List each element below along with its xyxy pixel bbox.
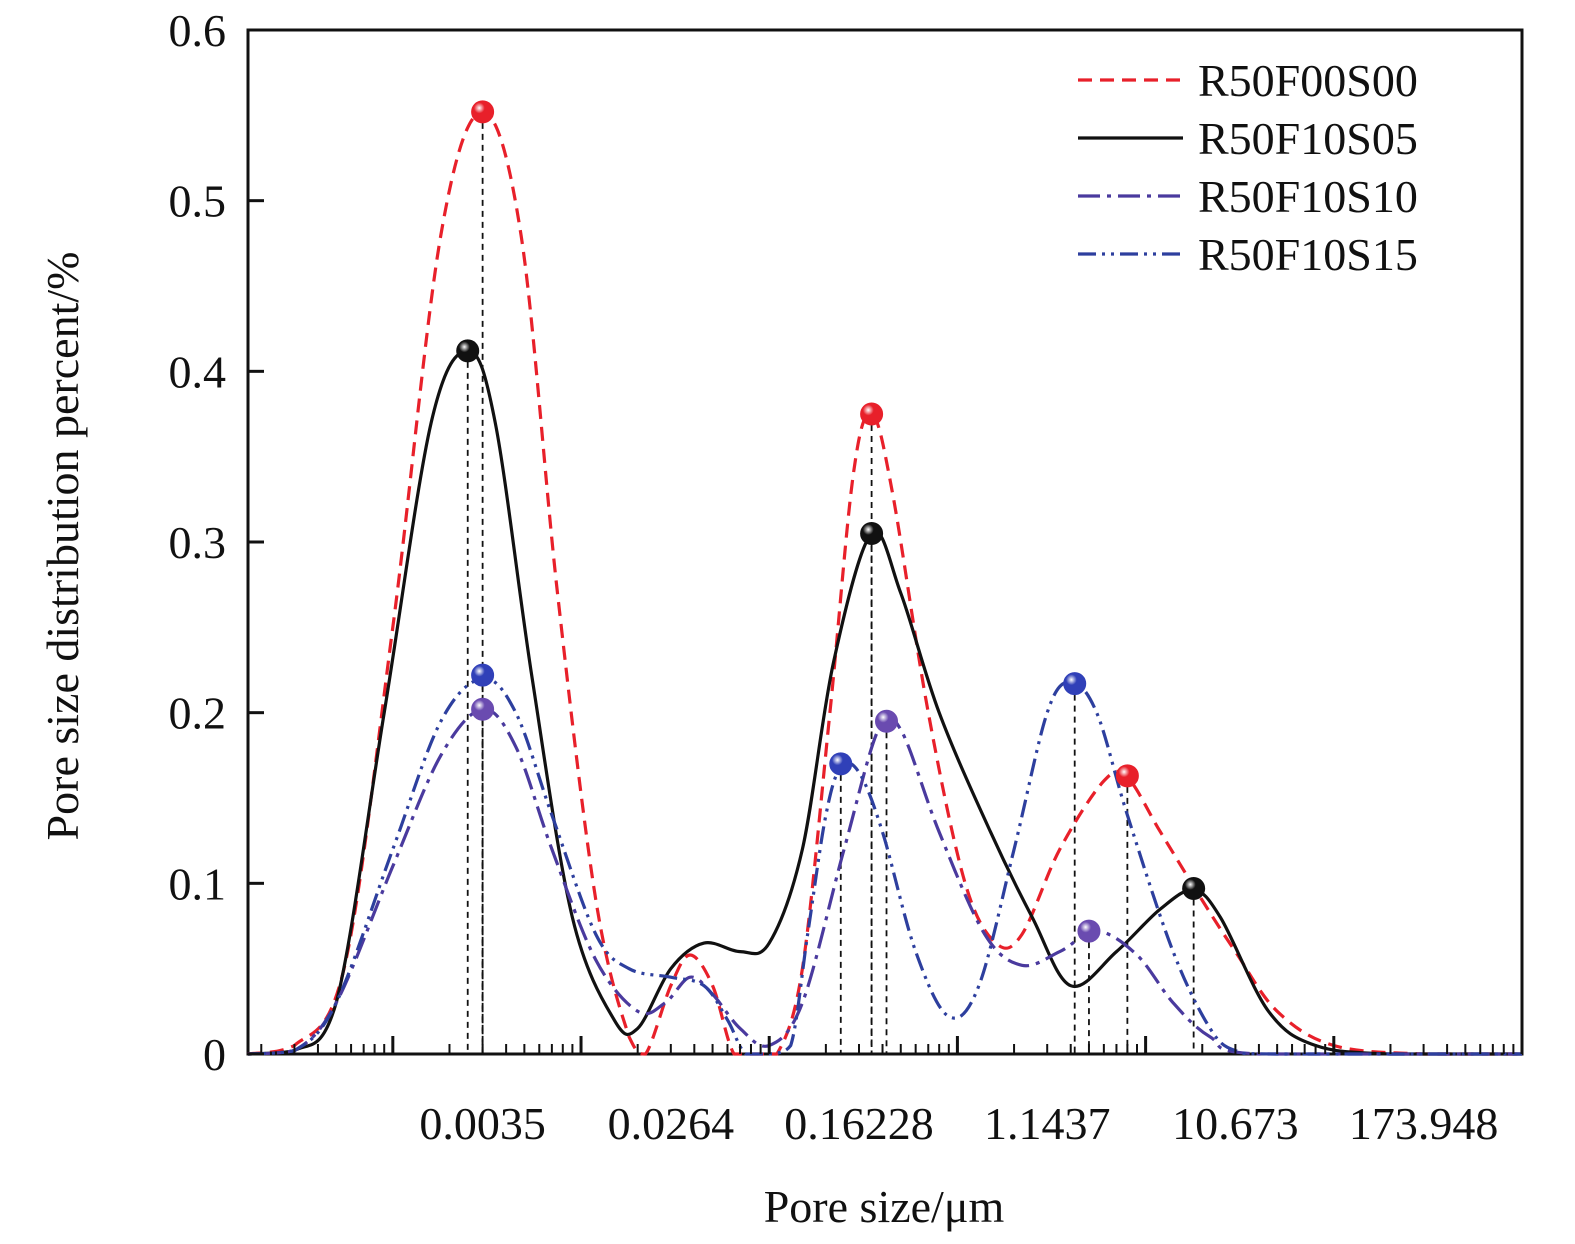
y-tick-label: 0.4: [169, 346, 227, 397]
y-tick-label: 0.6: [169, 5, 227, 56]
peak-drop-lines: [466, 111, 1195, 1054]
series-lines: [247, 110, 1522, 1056]
y-tick-label: 0.3: [169, 517, 227, 568]
x-tick-label: 0.0264: [608, 1098, 735, 1149]
series-line-r50f10s05: [247, 349, 1522, 1056]
y-tick-label: 0.5: [169, 176, 227, 227]
legend-label: R50F00S00: [1198, 55, 1418, 106]
legend-label: R50F10S10: [1198, 171, 1418, 222]
peak-marker-r50f10s15: [829, 752, 853, 776]
y-tick-label: 0: [203, 1029, 226, 1080]
peak-marker-r50f10s10: [471, 697, 495, 721]
x-tick-label: 10.673: [1172, 1098, 1299, 1149]
x-tick-label: 1.1437: [984, 1098, 1111, 1149]
peak-markers: [456, 100, 1206, 943]
peak-marker-r50f10s05: [1182, 876, 1206, 900]
peak-marker-r50f00s00: [1115, 764, 1139, 788]
y-axis-title: Pore size distribution percent/%: [37, 252, 88, 841]
series-line-r50f10s10: [247, 707, 1522, 1056]
peak-marker-r50f10s10: [1077, 919, 1101, 943]
peak-marker-r50f10s05: [860, 521, 884, 545]
x-tick-label: 0.0035: [419, 1098, 546, 1149]
x-tick-label: 0.16228: [784, 1098, 934, 1149]
peak-marker-r50f10s15: [471, 663, 495, 687]
legend-label: R50F10S05: [1198, 113, 1418, 164]
x-tick-label: 173.948: [1349, 1098, 1499, 1149]
y-tick-label: 0.1: [169, 858, 227, 909]
legend-label: R50F10S15: [1198, 229, 1418, 280]
series-line-r50f10s15: [247, 676, 1522, 1056]
x-axis-title: Pore size/μm: [764, 1181, 1005, 1232]
peak-marker-r50f10s05: [456, 339, 480, 363]
y-tick-label: 0.2: [169, 688, 227, 739]
peak-marker-r50f00s00: [471, 100, 495, 124]
peak-marker-r50f00s00: [860, 402, 884, 426]
peak-marker-r50f10s10: [875, 709, 899, 733]
y-axis-ticks: 0 0.1 0.2 0.3 0.4 0.5 0.6: [169, 5, 264, 1080]
legend: R50F00S00 R50F10S05 R50F10S10 R50F10S15: [1078, 55, 1418, 280]
peak-marker-r50f10s15: [1063, 672, 1087, 696]
x-axis-ticks: 0.0035 0.0264 0.16228 1.1437 10.673 173.948: [260, 1036, 1524, 1149]
